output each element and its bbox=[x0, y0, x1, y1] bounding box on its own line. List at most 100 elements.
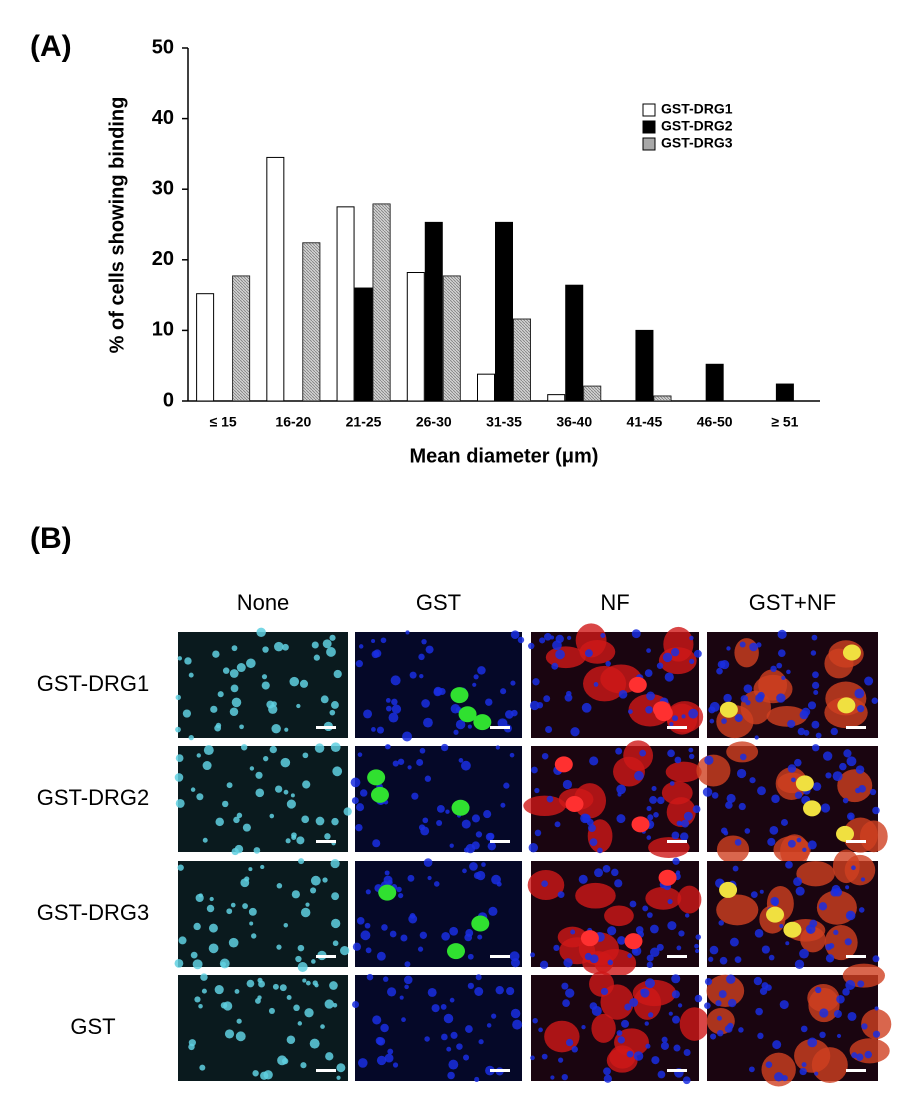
nucleus bbox=[618, 690, 628, 699]
nucleus bbox=[541, 752, 549, 760]
nucleus bbox=[570, 727, 580, 737]
cell bbox=[606, 1048, 638, 1073]
nucleus bbox=[222, 800, 229, 808]
nucleus bbox=[710, 1033, 717, 1040]
stained-cell bbox=[370, 786, 389, 803]
nucleus bbox=[845, 885, 850, 890]
nucleus bbox=[465, 1025, 473, 1033]
nucleus bbox=[551, 662, 559, 670]
x-tick-label: 41-45 bbox=[627, 414, 663, 430]
nucleus bbox=[651, 785, 657, 792]
nucleus bbox=[544, 632, 552, 641]
nucleus bbox=[285, 838, 291, 844]
nucleus bbox=[689, 635, 694, 641]
bar bbox=[775, 383, 794, 402]
nucleus bbox=[864, 1050, 873, 1059]
nucleus bbox=[201, 988, 207, 994]
x-tick-label: ≤ 15 bbox=[210, 414, 237, 430]
nucleus bbox=[188, 734, 194, 741]
nucleus bbox=[672, 857, 680, 865]
nucleus bbox=[565, 1038, 574, 1047]
nucleus bbox=[830, 888, 839, 897]
nucleus bbox=[483, 810, 492, 819]
nucleus bbox=[271, 701, 277, 707]
nucleus bbox=[668, 1011, 673, 1016]
nucleus bbox=[734, 714, 743, 723]
nucleus bbox=[293, 1004, 300, 1012]
nucleus bbox=[174, 773, 184, 782]
nucleus bbox=[230, 684, 239, 693]
nucleus bbox=[793, 877, 802, 886]
nucleus bbox=[557, 891, 565, 899]
nucleus bbox=[667, 898, 673, 905]
nucleus bbox=[649, 947, 660, 957]
nucleus bbox=[295, 955, 302, 963]
nucleus bbox=[467, 953, 474, 960]
scale-bar bbox=[667, 840, 687, 843]
nucleus bbox=[194, 996, 201, 1003]
legend-swatch bbox=[642, 137, 656, 151]
nucleus bbox=[709, 945, 719, 955]
nucleus bbox=[671, 990, 680, 999]
cell bbox=[824, 924, 858, 961]
nucleus bbox=[738, 1027, 744, 1033]
scale-bar bbox=[846, 1069, 866, 1072]
nucleus bbox=[510, 630, 520, 639]
nucleus bbox=[871, 697, 878, 704]
nucleus bbox=[796, 837, 802, 843]
nucleus bbox=[200, 973, 208, 981]
nucleus bbox=[390, 675, 401, 686]
stained-cell bbox=[378, 884, 397, 901]
nucleus bbox=[471, 814, 480, 823]
nucleus bbox=[517, 636, 525, 644]
nucleus bbox=[833, 1009, 842, 1018]
nucleus bbox=[419, 673, 424, 679]
nucleus bbox=[617, 936, 626, 945]
nucleus bbox=[427, 988, 437, 997]
nucleus bbox=[726, 646, 731, 651]
nucleus bbox=[681, 819, 690, 828]
nucleus bbox=[401, 1017, 406, 1023]
nucleus bbox=[739, 753, 747, 761]
nucleus bbox=[433, 881, 440, 887]
nucleus bbox=[485, 698, 493, 706]
nucleus bbox=[874, 1006, 879, 1011]
nucleus bbox=[651, 1056, 660, 1065]
nucleus bbox=[629, 998, 639, 1007]
stained-cell bbox=[471, 915, 490, 932]
nucleus bbox=[647, 814, 654, 821]
nucleus bbox=[694, 994, 703, 1003]
nucleus bbox=[854, 688, 865, 699]
nucleus bbox=[462, 868, 467, 874]
nucleus bbox=[182, 709, 192, 718]
nucleus bbox=[269, 813, 275, 819]
nucleus bbox=[443, 1013, 454, 1024]
nucleus bbox=[329, 709, 336, 716]
nucleus bbox=[717, 1029, 724, 1037]
nucleus bbox=[839, 762, 847, 771]
cell bbox=[800, 927, 826, 953]
nucleus bbox=[776, 693, 786, 703]
nucleus bbox=[389, 930, 397, 938]
nucleus bbox=[226, 782, 233, 789]
nucleus bbox=[352, 942, 362, 951]
nucleus bbox=[855, 765, 865, 774]
nucleus bbox=[357, 1058, 368, 1068]
nucleus bbox=[813, 690, 819, 696]
nucleus bbox=[291, 890, 300, 899]
nucleus bbox=[779, 924, 784, 929]
nucleus bbox=[529, 700, 540, 711]
nucleus bbox=[597, 847, 603, 854]
nucleus bbox=[749, 642, 758, 652]
nucleus bbox=[215, 817, 224, 827]
nucleus bbox=[509, 951, 520, 962]
nucleus bbox=[678, 930, 685, 937]
nucleus bbox=[486, 1023, 492, 1028]
nucleus bbox=[249, 921, 254, 926]
nucleus bbox=[755, 693, 764, 703]
cell bbox=[696, 754, 731, 787]
nucleus bbox=[646, 835, 652, 840]
nucleus bbox=[222, 667, 230, 674]
nucleus bbox=[688, 708, 699, 719]
y-tick-label: 0 bbox=[163, 389, 174, 411]
